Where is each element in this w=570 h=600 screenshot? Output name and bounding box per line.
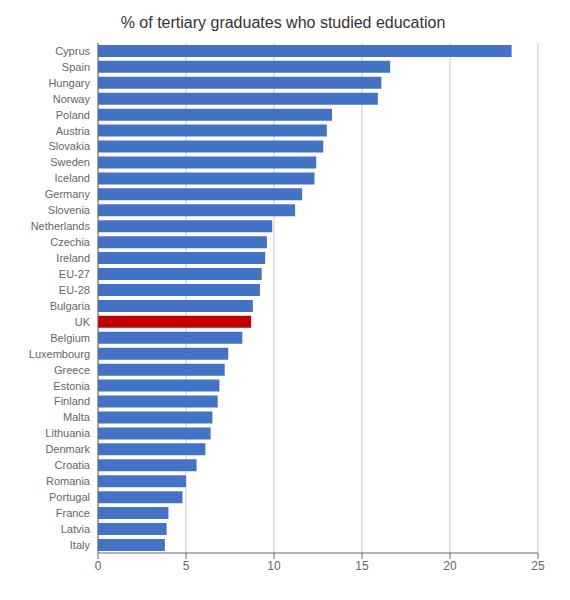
svg-text:EU-27: EU-27 — [59, 268, 90, 280]
svg-text:Cyprus: Cyprus — [55, 45, 90, 57]
svg-text:Lithuania: Lithuania — [45, 427, 91, 439]
svg-text:Estonia: Estonia — [53, 380, 91, 392]
svg-text:Bulgaria: Bulgaria — [50, 300, 91, 312]
svg-text:15: 15 — [355, 559, 369, 573]
svg-text:Malta: Malta — [63, 411, 91, 423]
svg-text:Slovakia: Slovakia — [48, 140, 90, 152]
svg-text:Croatia: Croatia — [55, 459, 91, 471]
svg-text:Italy: Italy — [70, 539, 91, 551]
svg-text:Denmark: Denmark — [45, 443, 90, 455]
svg-text:Slovenia: Slovenia — [48, 204, 91, 216]
svg-text:Finland: Finland — [54, 395, 90, 407]
svg-text:Netherlands: Netherlands — [31, 220, 91, 232]
svg-text:Austria: Austria — [56, 125, 91, 137]
svg-text:Luxembourg: Luxembourg — [29, 348, 90, 360]
svg-text:Sweden: Sweden — [50, 156, 90, 168]
svg-text:Iceland: Iceland — [55, 172, 90, 184]
svg-text:Latvia: Latvia — [61, 523, 91, 535]
svg-text:Romania: Romania — [46, 475, 91, 487]
svg-text:France: France — [56, 507, 90, 519]
svg-text:Belgium: Belgium — [50, 332, 90, 344]
svg-text:EU-28: EU-28 — [59, 284, 90, 296]
svg-text:0: 0 — [95, 559, 102, 573]
svg-text:Czechia: Czechia — [50, 236, 91, 248]
svg-text:25: 25 — [531, 559, 545, 573]
svg-text:20: 20 — [443, 559, 457, 573]
svg-text:Portugal: Portugal — [49, 491, 90, 503]
svg-text:Hungary: Hungary — [48, 77, 90, 89]
svg-text:Ireland: Ireland — [56, 252, 90, 264]
svg-text:5: 5 — [183, 559, 190, 573]
html-text:% of tertiary graduates who st: % of tertiary graduates who studied educ… — [120, 14, 446, 31]
svg-text:Germany: Germany — [45, 188, 91, 200]
svg-text:UK: UK — [75, 316, 91, 328]
svg-text:Norway: Norway — [53, 93, 91, 105]
svg-text:Poland: Poland — [56, 109, 90, 121]
svg-text:10: 10 — [267, 559, 281, 573]
svg-text:Greece: Greece — [54, 364, 90, 376]
svg-text:Spain: Spain — [62, 61, 90, 73]
